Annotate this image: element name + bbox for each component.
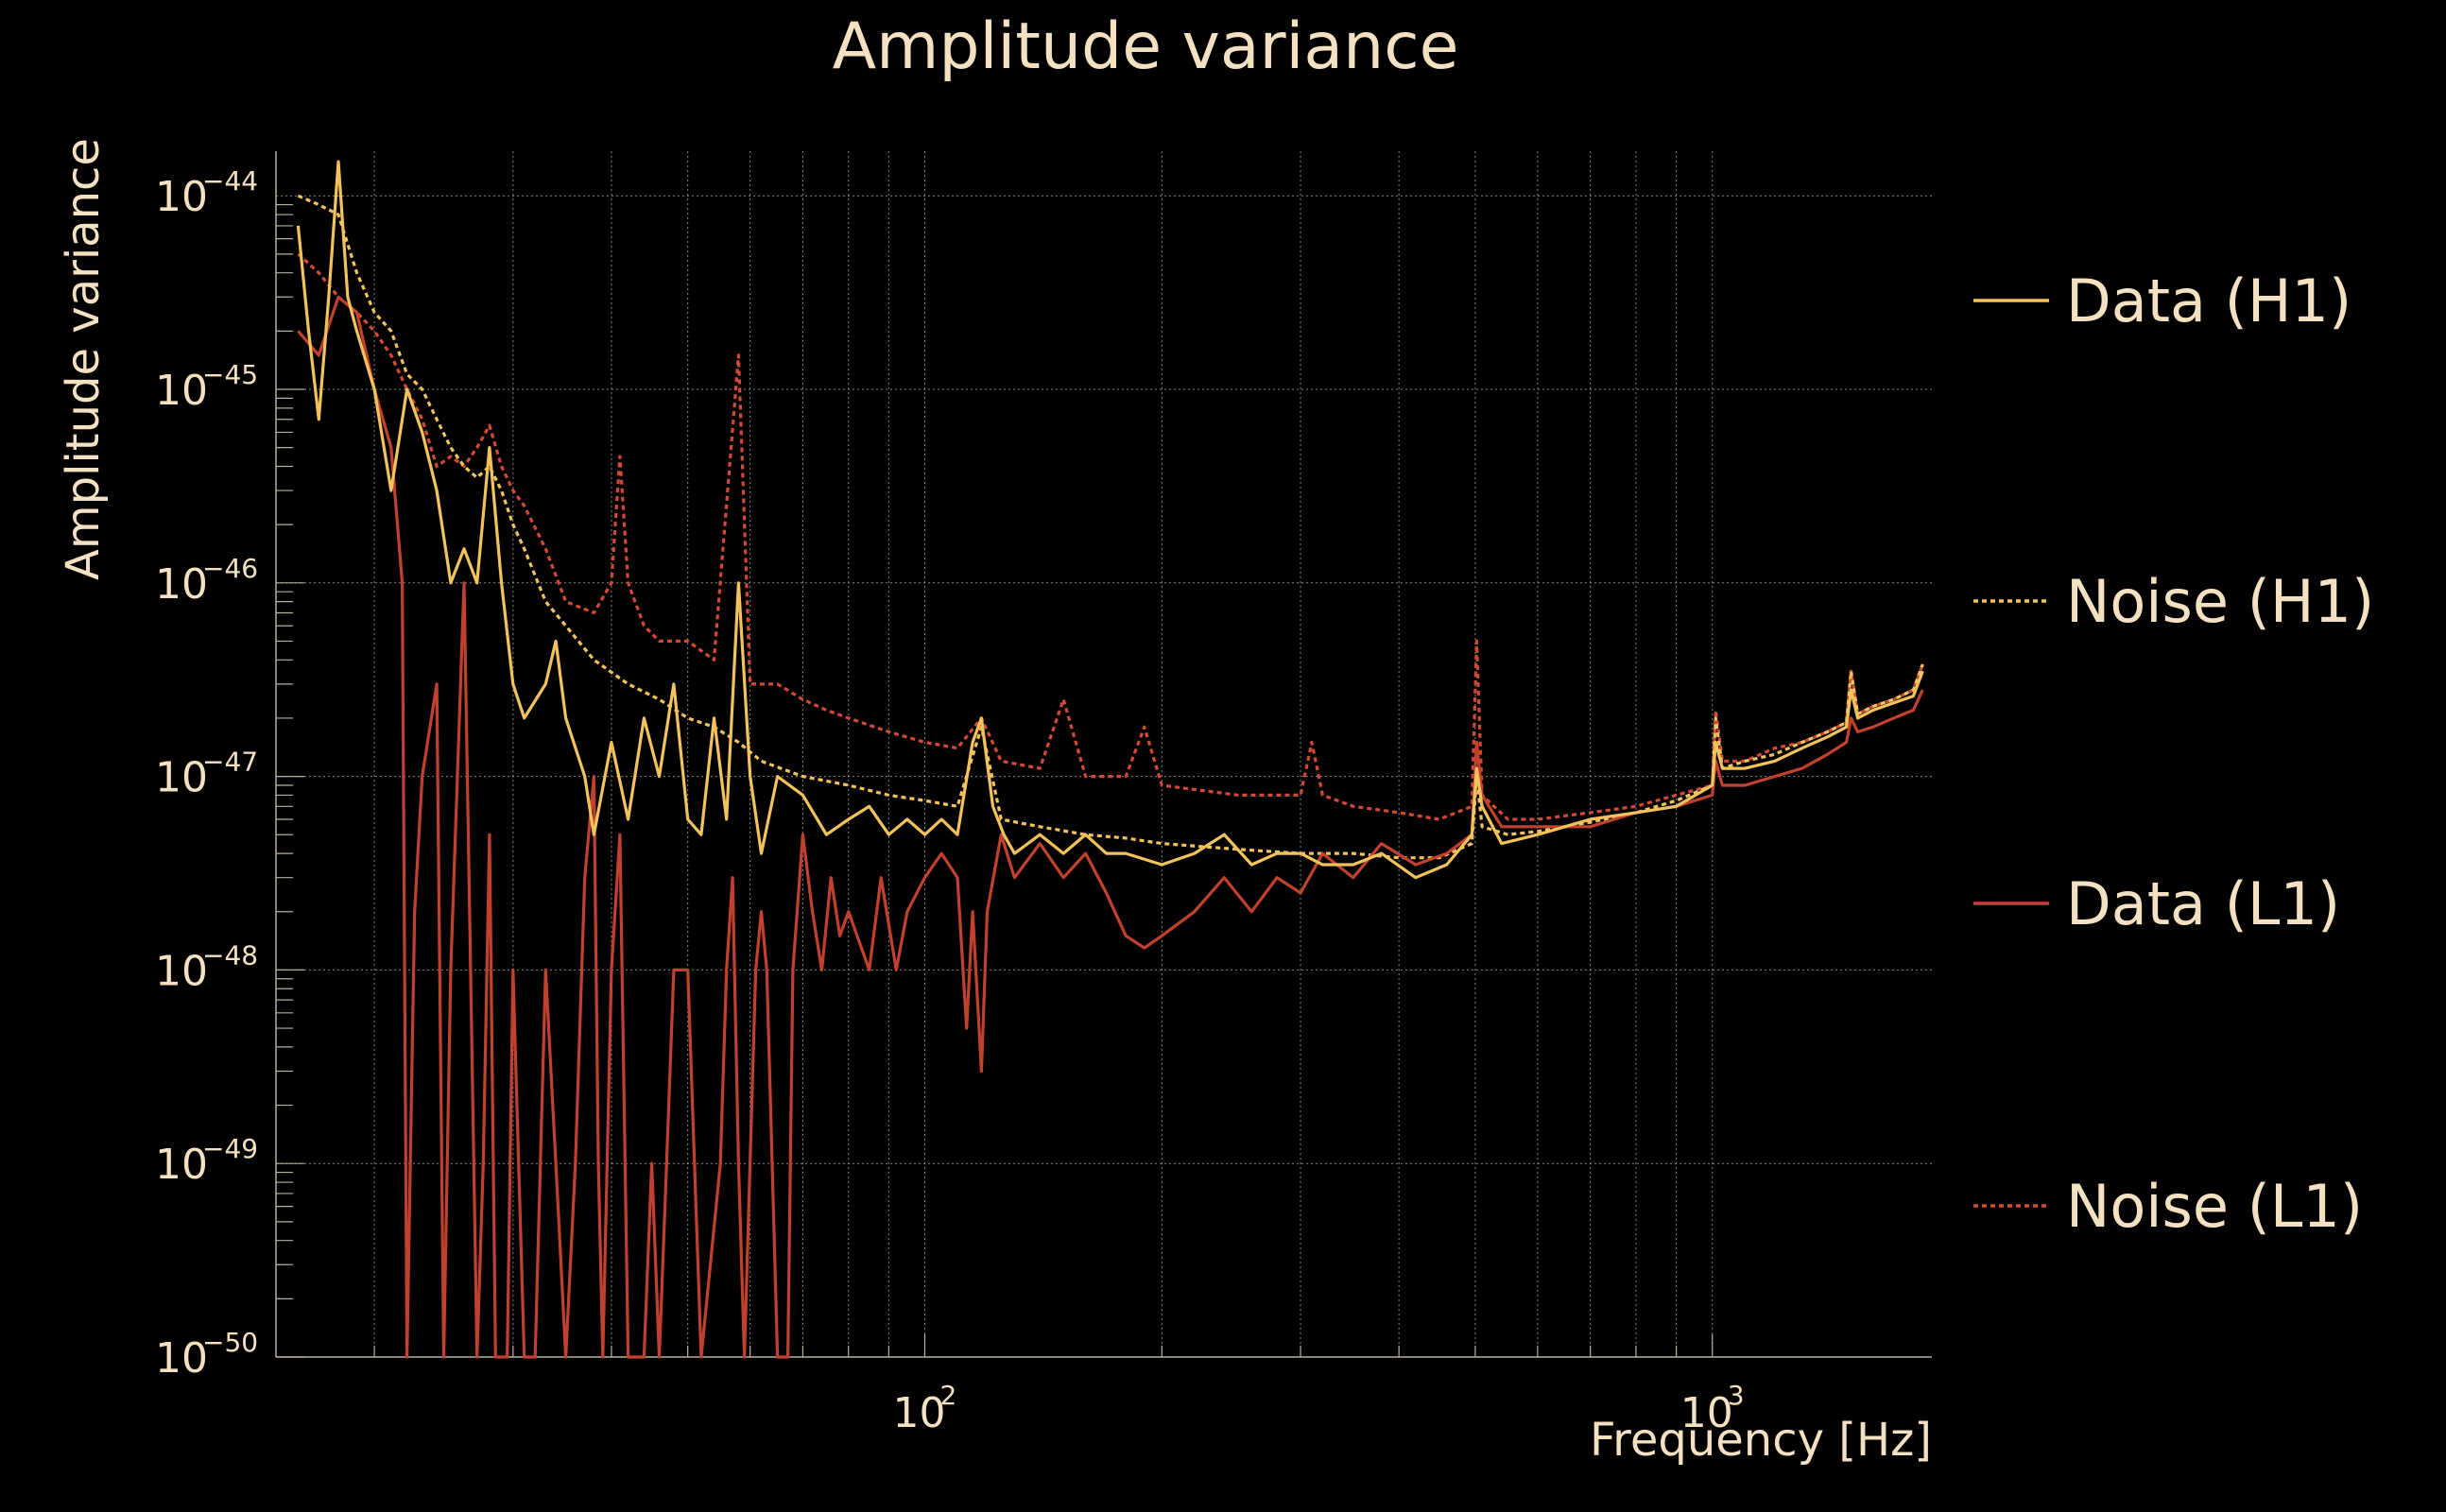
y-tick-label-exponent: −44 bbox=[202, 165, 258, 197]
y-tick-label-exponent: −45 bbox=[202, 359, 258, 390]
series-line-noise-l1 bbox=[297, 252, 1924, 821]
legend-label: Data (H1) bbox=[2066, 266, 2351, 335]
y-tick-label-base: 10 bbox=[155, 947, 208, 995]
y-tick-label: 10−48 bbox=[155, 939, 258, 995]
legend-label: Noise (L1) bbox=[2066, 1172, 2363, 1241]
y-tick-label-base: 10 bbox=[155, 1334, 208, 1383]
chart-title: Amplitude variance bbox=[833, 9, 1459, 84]
y-tick-label-exponent: −46 bbox=[202, 553, 258, 584]
y-tick-label: 10−44 bbox=[155, 165, 258, 221]
x-tick-label-exponent: 3 bbox=[1728, 1380, 1745, 1411]
y-tick-label-base: 10 bbox=[155, 173, 208, 221]
y-tick-label: 10−49 bbox=[155, 1133, 258, 1189]
y-axis-title: Amplitude variance bbox=[57, 138, 110, 580]
y-tick-label-base: 10 bbox=[155, 754, 208, 802]
x-tick-label-base: 10 bbox=[1680, 1389, 1733, 1437]
x-axis-title: Frequency [Hz] bbox=[1590, 1414, 1932, 1467]
y-tick-label: 10−50 bbox=[155, 1327, 258, 1383]
y-tick-label-base: 10 bbox=[155, 367, 208, 415]
series-line-data-l1 bbox=[297, 295, 1924, 1359]
legend-entry: Data (L1) bbox=[1973, 869, 2340, 938]
x-tick-label: 102 bbox=[893, 1380, 957, 1437]
x-tick-label: 103 bbox=[1680, 1380, 1745, 1437]
legend-label: Data (L1) bbox=[2066, 869, 2340, 938]
x-tick-label-base: 10 bbox=[893, 1389, 946, 1437]
legend-entry: Noise (H1) bbox=[1973, 567, 2374, 636]
y-tick-label-exponent: −49 bbox=[202, 1133, 258, 1164]
y-tick-label-base: 10 bbox=[155, 560, 208, 609]
series-line-noise-h1 bbox=[297, 194, 1924, 860]
y-tick-label-base: 10 bbox=[155, 1141, 208, 1189]
y-tick-label: 10−46 bbox=[155, 553, 258, 609]
y-tick-label-exponent: −50 bbox=[202, 1327, 258, 1358]
y-tick-label-exponent: −48 bbox=[202, 939, 258, 971]
legend-entry: Noise (L1) bbox=[1973, 1172, 2363, 1241]
legend-label: Noise (H1) bbox=[2066, 567, 2374, 636]
x-tick-label-exponent: 2 bbox=[940, 1380, 957, 1411]
legend-entry: Data (H1) bbox=[1973, 266, 2351, 335]
series-lines bbox=[296, 160, 1924, 1359]
y-tick-label: 10−45 bbox=[155, 359, 258, 415]
y-tick-label-exponent: −47 bbox=[202, 747, 258, 778]
legend: Data (H1) Noise (H1) Data (L1) Noise (L1) bbox=[1973, 266, 2374, 1241]
series-line-data-h1 bbox=[296, 160, 1924, 880]
y-tick-label: 10−47 bbox=[155, 747, 258, 802]
